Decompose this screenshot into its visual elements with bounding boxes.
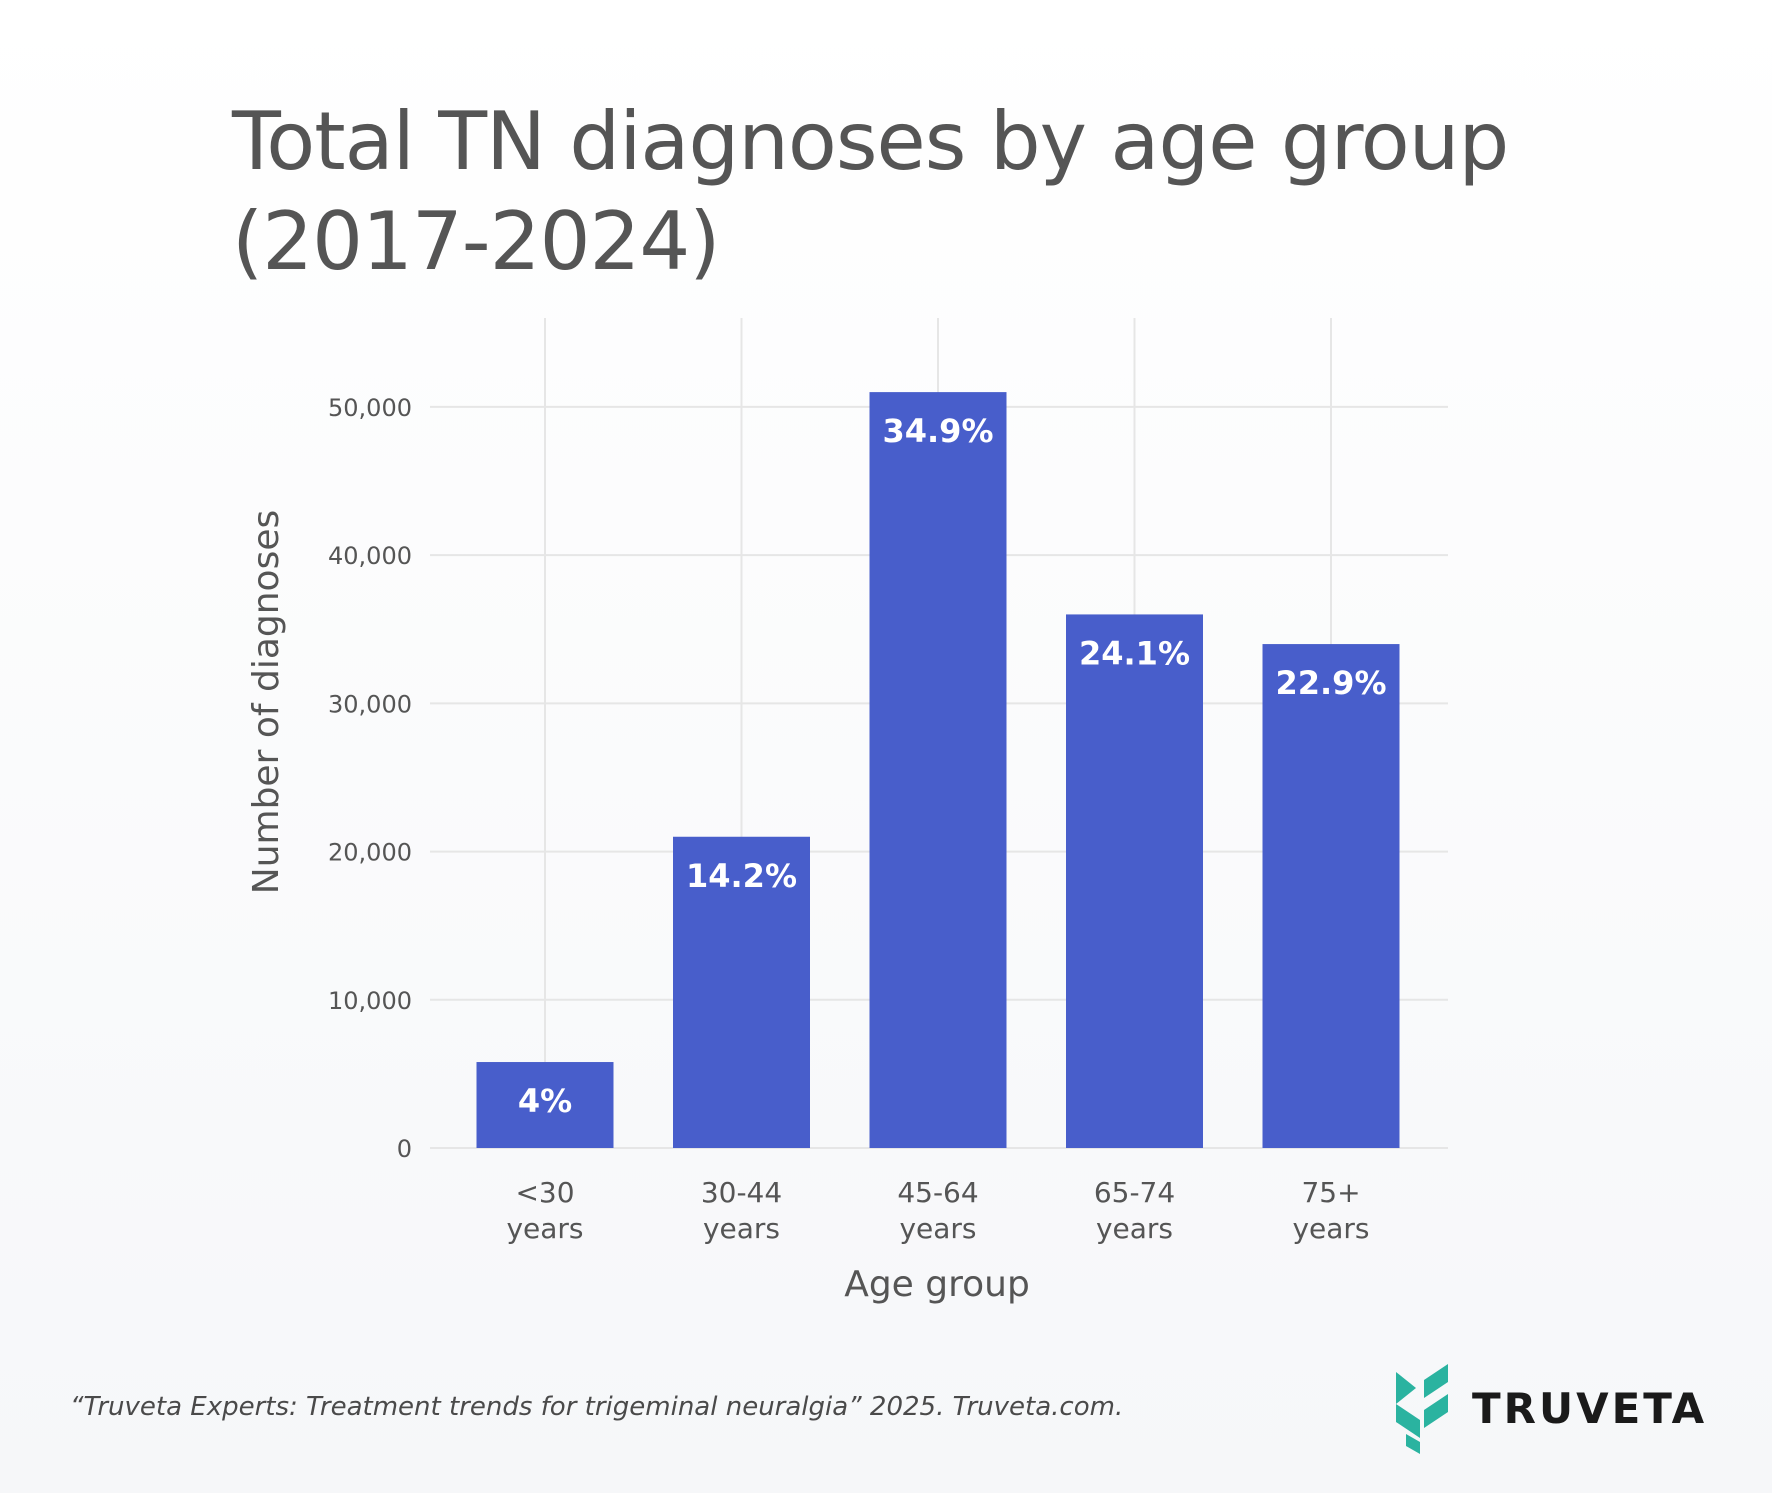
x-tick-label: 65-74 [1094,1176,1175,1209]
x-tick-label: <30 [515,1176,574,1209]
x-tick-label: 75+ [1301,1176,1360,1209]
x-tick-label: 30-44 [701,1176,782,1209]
x-axis-ticks: <30years30-44years45-64years65-74years75… [506,1176,1369,1245]
source-citation: “Truveta Experts: Treatment trends for t… [70,1392,1124,1422]
data-labels: 4% 14.2% 34.9% 24.1% 22.9% [518,412,1387,1120]
bars [476,392,1400,1148]
y-tick-label: 40,000 [328,542,412,570]
truveta-logo[interactable]: TRUVETA [1396,1364,1726,1454]
chart-title: Total TN diagnoses by age group (2017-20… [232,95,1509,288]
data-label: 34.9% [882,412,993,450]
y-tick-label: 30,000 [328,690,412,718]
y-tick-label: 50,000 [328,394,412,422]
x-tick-label: years [1292,1212,1369,1245]
x-tick-label: years [703,1212,780,1245]
x-tick-label: years [899,1212,976,1245]
y-tick-label: 10,000 [328,987,412,1015]
x-tick-label: 45-64 [897,1176,978,1209]
data-label: 22.9% [1275,664,1386,702]
bar [673,836,810,1148]
x-tick-label: years [1096,1212,1173,1245]
bar [1066,614,1203,1148]
x-axis-title: Age group [844,1264,1030,1305]
y-tick-label: 20,000 [328,839,412,867]
truveta-chevron-icon [1396,1364,1448,1454]
y-tick-label: 0 [397,1135,412,1163]
x-tick-label: years [506,1212,583,1245]
bar [869,392,1007,1148]
data-label: 4% [518,1082,572,1120]
bar [1262,644,1400,1148]
data-label: 24.1% [1079,634,1190,672]
truveta-wordmark: TRUVETA [1472,1384,1708,1433]
y-axis-title: Number of diagnoses [246,510,287,894]
bar [476,1062,614,1148]
y-axis-ticks: 0 10,000 20,000 30,000 40,000 50,000 [328,394,412,1163]
data-label: 14.2% [686,857,797,895]
